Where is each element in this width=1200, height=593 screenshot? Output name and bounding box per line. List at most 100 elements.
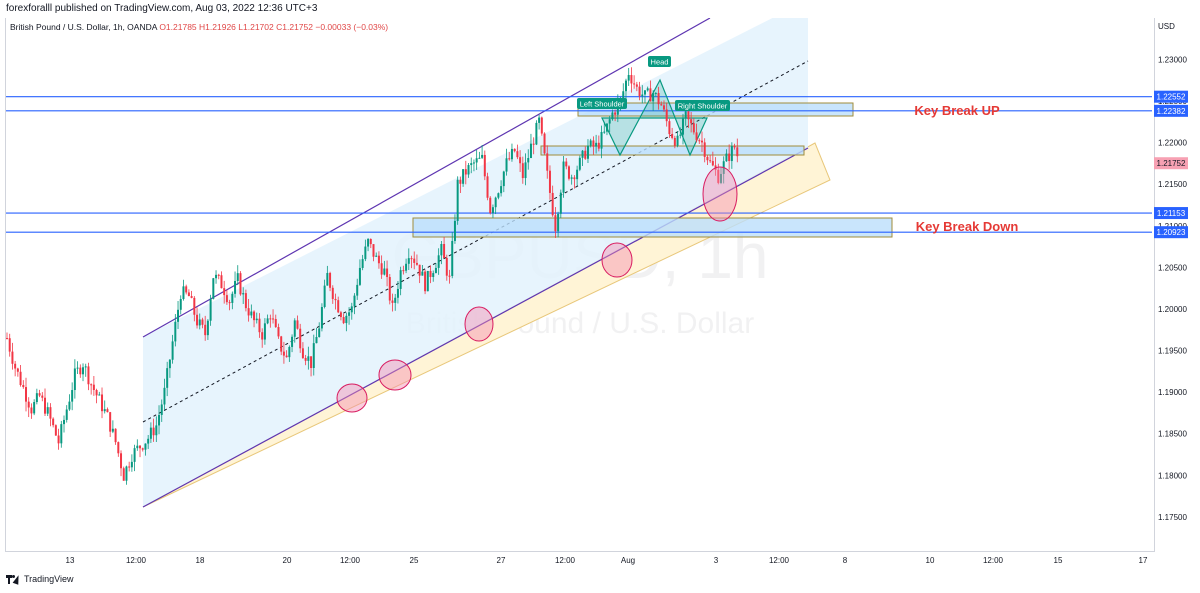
candle-body [415,262,418,265]
candle-body [494,197,497,208]
candle-body [158,414,161,426]
y-tick-label: 1.21500 [1158,180,1187,189]
key-break-down-zone [412,217,893,238]
x-tick-label: 13 [66,556,75,565]
candle-body [177,309,180,322]
candle-body [255,318,258,321]
candle-body [709,160,712,162]
candle-body [285,355,288,358]
label-left-shoulder-text: Left Shoulder [580,100,625,109]
candle-body [462,169,465,184]
candle-body [665,109,668,122]
x-tick-label: Aug [621,556,635,565]
candle-body [516,151,519,158]
candle-body [133,448,136,462]
candle-body [111,428,114,432]
candle-body [114,428,117,443]
candle-body [76,367,79,369]
candle-body [334,298,337,301]
candle-body [489,197,492,213]
candle-body [182,286,185,300]
candle-body [527,158,530,163]
candle-body [117,442,120,454]
close-value: C1.21752 [276,22,313,32]
candle-body [63,419,66,425]
candle-body [418,264,421,276]
candle-body [35,393,38,403]
candle-body [155,425,158,436]
low-value: L1.21702 [238,22,274,32]
candle-body [304,357,307,361]
candle-body [41,395,44,398]
candle-body [540,117,543,134]
candle-body [657,93,660,105]
candle-body [258,318,261,333]
candle-body [424,271,427,292]
candle-body [356,284,359,296]
candle-body [44,397,47,414]
x-tick-label: 10 [926,556,935,565]
candle-body [546,153,549,171]
candle-body [538,117,541,123]
candle-body [187,292,190,297]
candle-body [345,315,348,324]
candle-body [263,323,266,340]
candle-body [622,91,625,99]
candle-body [11,351,14,364]
candle-body [52,418,55,426]
price-tag-label: 1.21752 [1157,159,1186,168]
candle-body [386,268,389,278]
candle-body [432,273,435,278]
candle-body [635,84,638,87]
candle-body [595,142,598,147]
candle-body [269,318,272,320]
touch-circle [336,383,368,413]
tradingview-logo-icon [6,573,22,585]
footer: TradingView [6,573,74,585]
candle-body [551,192,554,216]
candle-body [437,255,440,268]
currency-label: USD [1158,22,1175,31]
x-tick-label: 12:00 [126,556,147,565]
candle-body [90,384,93,386]
candle-body [193,297,196,315]
candle-body [320,306,323,329]
candle-body [168,359,171,369]
candle-body [611,112,614,120]
touch-circle [378,359,412,391]
candle-body [163,387,166,405]
candle-body [630,75,633,84]
candle-body [405,263,408,271]
candle-body [426,270,429,292]
candle-body [567,166,570,179]
candle-body [198,319,201,326]
price-tag [1154,90,1188,103]
candle-body [600,132,603,149]
price-tag [1154,207,1188,220]
candle-body [190,296,193,298]
candle-body [652,93,655,102]
candle-body [695,132,698,141]
candle-body [380,263,383,275]
candle-body [624,80,627,92]
candle-body [109,412,112,432]
y-tick-label: 1.20500 [1158,263,1187,272]
candle-body [614,112,617,115]
candle-body [543,133,546,154]
candle-body [646,88,649,91]
touch-circle [702,166,738,222]
candle-body [315,337,318,344]
candle-body [478,157,481,159]
candle-body [649,88,652,102]
candle-body [261,332,264,340]
candle-body [557,213,560,232]
x-tick-label: 12:00 [340,556,361,565]
candle-body [736,147,739,157]
candle-body [353,295,356,307]
candle-body [554,215,557,232]
candle-body [451,240,454,276]
y-tick-label: 1.20000 [1158,305,1187,314]
candle-body [440,244,443,256]
candle-body [25,387,28,402]
